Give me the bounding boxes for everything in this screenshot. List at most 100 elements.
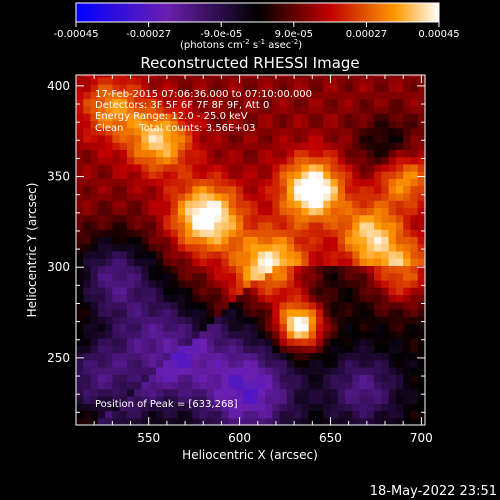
heatmap-cell <box>272 113 281 121</box>
heatmap-cell <box>265 200 273 208</box>
heatmap-cell <box>257 171 266 179</box>
heatmap-cell <box>112 417 121 425</box>
heatmap-cell <box>330 381 339 390</box>
heatmap-cell <box>199 221 208 230</box>
heatmap-cell <box>97 294 106 303</box>
heatmap-cell <box>185 279 193 288</box>
heatmap-cell <box>119 200 128 208</box>
heatmap-cell <box>105 323 113 332</box>
heatmap-cell <box>250 308 259 317</box>
heatmap-cell <box>359 410 368 419</box>
heatmap-cell <box>228 265 237 274</box>
heatmap-cell <box>214 374 223 383</box>
heatmap-cell <box>206 388 215 397</box>
heatmap-cell <box>134 200 143 208</box>
heatmap-cell <box>286 229 295 237</box>
heatmap-cell <box>206 236 215 245</box>
heatmap-cell <box>257 156 266 165</box>
heatmap-cell <box>112 142 121 150</box>
heatmap-cell <box>97 207 106 216</box>
heatmap-cell <box>323 221 332 230</box>
heatmap-cell <box>221 323 230 332</box>
heatmap-cell <box>286 171 295 179</box>
heatmap-cell <box>286 142 295 150</box>
heatmap-cell <box>337 91 346 100</box>
heatmap-cell <box>163 134 172 143</box>
heatmap-cell <box>374 388 382 397</box>
heatmap-cell <box>323 214 332 223</box>
heatmap-cell <box>206 156 215 165</box>
heatmap-cell <box>185 84 193 92</box>
heatmap-cell <box>352 388 361 397</box>
heatmap-cell <box>228 272 237 281</box>
heatmap-cell <box>90 258 99 267</box>
heatmap-cell <box>374 229 382 237</box>
heatmap-cell <box>301 352 310 361</box>
heatmap-cell <box>163 229 172 237</box>
heatmap-cell <box>163 294 172 303</box>
heatmap-cell <box>352 156 361 165</box>
heatmap-cell <box>134 410 143 419</box>
heatmap-cell <box>177 272 186 281</box>
heatmap-cell <box>163 84 172 92</box>
heatmap-cell <box>301 301 310 310</box>
heatmap-cell <box>119 410 128 419</box>
heatmap-cell <box>294 265 302 274</box>
heatmap-cell <box>294 366 302 375</box>
heatmap-cell <box>148 403 157 412</box>
heatmap-cell <box>105 105 113 114</box>
heatmap-cell <box>76 345 84 354</box>
heatmap-cell <box>235 229 244 237</box>
heatmap-cell <box>395 229 404 237</box>
heatmap-cell <box>308 163 317 172</box>
heatmap-cell <box>388 337 397 346</box>
heatmap-cell <box>279 417 288 425</box>
heatmap-cell <box>141 192 150 201</box>
heatmap-cell <box>185 258 193 267</box>
heatmap-cell <box>279 403 288 412</box>
heatmap-cell <box>337 308 346 317</box>
heatmap-cell <box>192 265 201 274</box>
heatmap-cell <box>265 76 273 85</box>
heatmap-cell <box>170 156 179 165</box>
heatmap-cell <box>286 84 295 92</box>
heatmap-cell <box>126 279 135 288</box>
heatmap-cell <box>221 403 230 412</box>
heatmap-cell <box>272 178 281 187</box>
heatmap-cell <box>235 258 244 267</box>
heatmap-cell <box>112 149 121 158</box>
heatmap-cell <box>112 156 121 165</box>
heatmap-cell <box>265 142 273 150</box>
heatmap-cell <box>112 192 121 201</box>
heatmap-cell <box>141 374 150 383</box>
heatmap-cell <box>250 316 259 325</box>
heatmap-cell <box>257 192 266 201</box>
heatmap-cell <box>221 308 230 317</box>
heatmap-cell <box>177 192 186 201</box>
heatmap-cell <box>221 330 230 339</box>
heatmap-cell <box>381 279 390 288</box>
heatmap-cell <box>345 395 353 404</box>
heatmap-cell <box>83 395 92 404</box>
heatmap-cell <box>323 84 332 92</box>
heatmap-cell <box>359 366 368 375</box>
heatmap-cell <box>272 287 281 296</box>
heatmap-cell <box>105 374 113 383</box>
heatmap-cell <box>141 250 150 259</box>
heatmap-cell <box>250 192 259 201</box>
heatmap-cell <box>214 410 223 419</box>
heatmap-cell <box>366 75 375 78</box>
heatmap-cell <box>352 127 361 136</box>
heatmap-cell <box>206 403 215 412</box>
heatmap-cell <box>366 374 375 383</box>
heatmap-cell <box>97 366 106 375</box>
heatmap-cell <box>148 156 157 165</box>
heatmap-cell <box>228 229 237 237</box>
heatmap-cell <box>279 395 288 404</box>
heatmap-cell <box>308 120 317 129</box>
heatmap-cell <box>228 410 237 419</box>
heatmap-cell <box>257 294 266 303</box>
plot-frame <box>75 74 426 426</box>
heatmap-cell <box>177 163 186 172</box>
heatmap-cell <box>410 178 419 187</box>
